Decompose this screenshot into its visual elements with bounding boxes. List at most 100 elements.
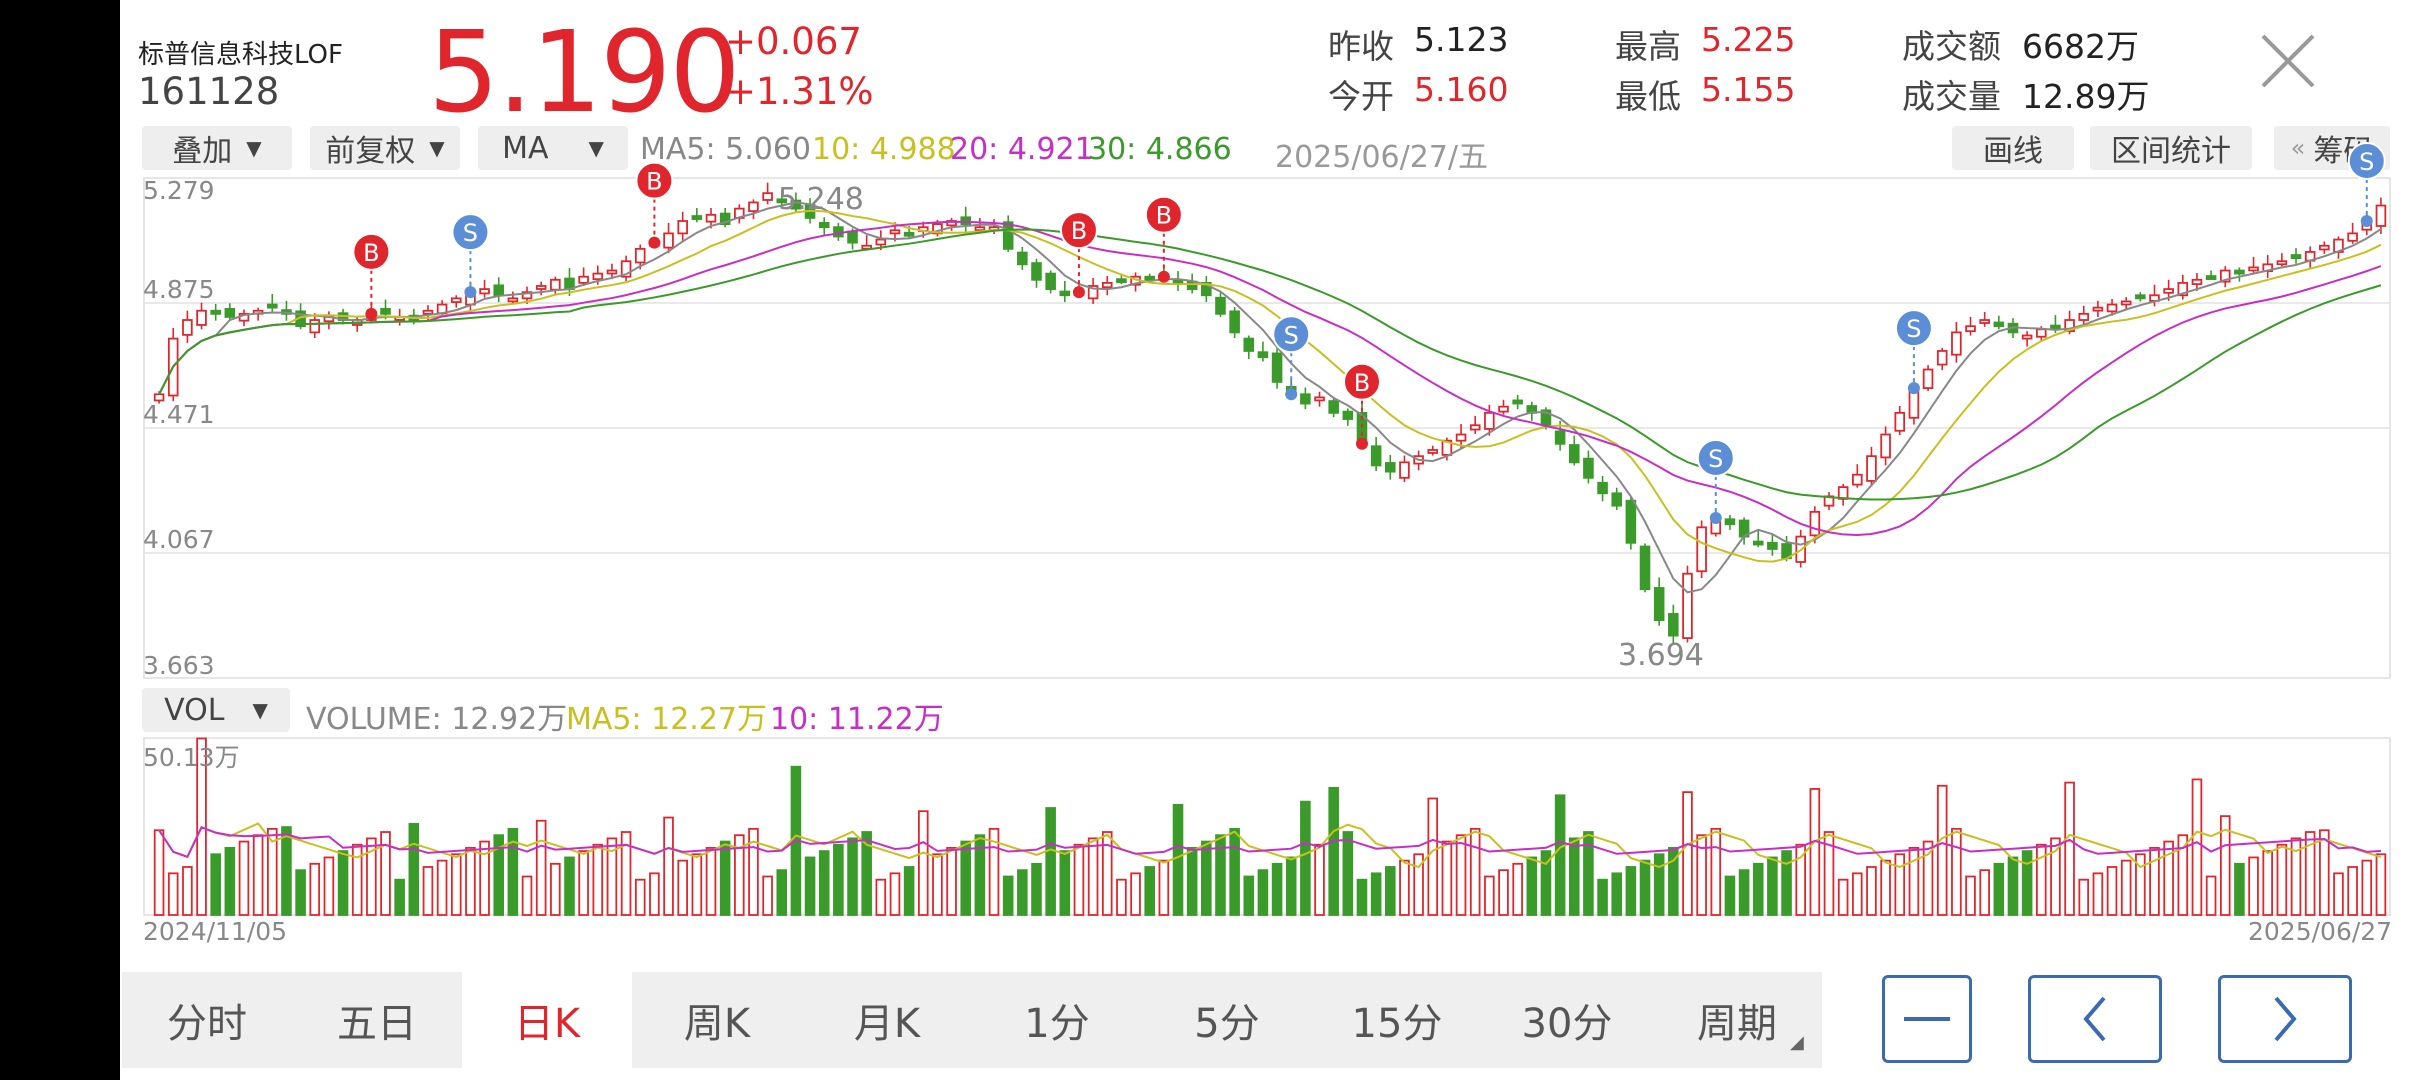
buy-signal-icon: [1342, 362, 1381, 401]
sell-signal-icon: [1272, 315, 1311, 354]
tab-15min[interactable]: 15分: [1351, 1001, 1443, 1047]
volume-bar: [988, 827, 1000, 916]
volume-bar: [2078, 878, 2090, 916]
y-tick-label: 5.279: [143, 176, 215, 205]
quote-value: 6682万: [2022, 27, 2139, 66]
volume-bar: [394, 878, 405, 916]
tab-intraday[interactable]: 分时: [167, 1001, 247, 1047]
volume-bar: [153, 829, 165, 916]
volume-bar: [493, 834, 505, 916]
volume-bar: [1668, 847, 1679, 916]
draw-line-button[interactable]: 画线: [1952, 126, 2074, 170]
volume-indicator-dropdown[interactable]: VOL ▼: [142, 688, 290, 732]
volume-bar: [1455, 834, 1467, 916]
volume-bar: [210, 853, 221, 916]
volume-bar: [1611, 872, 1623, 916]
close-icon[interactable]: [2255, 28, 2321, 94]
candle-body: [1172, 279, 1184, 285]
volume-bar: [1979, 869, 1990, 916]
previous-button[interactable]: [2028, 975, 2162, 1063]
candle-body: [1965, 325, 1976, 333]
candle-body: [2248, 266, 2259, 272]
volume-max-label: 50.13万: [143, 743, 240, 772]
volume-bar: [2135, 853, 2146, 916]
tab-30min[interactable]: 30分: [1521, 1001, 1613, 1047]
volume-bar: [620, 831, 632, 916]
candle-body: [2177, 281, 2189, 297]
candle-body: [705, 213, 717, 223]
tab-five-day[interactable]: 五日: [337, 1001, 417, 1047]
volume-bar: [1696, 834, 1707, 916]
volume-bar: [946, 847, 957, 916]
chevron-left-icon: [2083, 996, 2106, 1042]
volume-bar: [1257, 869, 1269, 916]
zoom-out-button[interactable]: [1882, 975, 1972, 1063]
candle-body: [2191, 278, 2203, 286]
tab-weekly-k[interactable]: 周K: [683, 1001, 751, 1047]
volume-bar: [2021, 850, 2033, 916]
volume-bar: [1158, 859, 1170, 916]
candle-body: [2021, 334, 2033, 340]
candle-body: [2290, 254, 2302, 260]
candle-body: [2375, 204, 2387, 227]
left-screen-edge: [0, 0, 120, 1080]
candle-body: [2276, 260, 2288, 266]
volume-bar: [1512, 862, 1523, 916]
volume-bar: [1795, 843, 1806, 916]
current-price: 5.190: [428, 8, 741, 138]
candle-body: [1370, 445, 1382, 467]
signal-dot: [1355, 437, 1368, 450]
tab-5min[interactable]: 5分: [1194, 1001, 1260, 1047]
candle-body: [182, 319, 193, 336]
volume-bar: [2262, 850, 2273, 916]
candle-body: [422, 309, 434, 315]
candle-body: [719, 212, 731, 226]
volume-value: VOLUME: 12.92万: [306, 702, 568, 737]
candle-body: [1101, 281, 1113, 289]
candle-body: [1342, 410, 1354, 420]
volume-bar: [804, 856, 816, 916]
range-stats-button[interactable]: 区间统计: [2090, 126, 2252, 170]
volume-bar: [1682, 791, 1693, 916]
volume-bar: [1385, 866, 1396, 916]
candle-body: [663, 232, 674, 249]
volume-ma10-line: [158, 825, 2381, 859]
tab-daily-k[interactable]: 日K: [462, 972, 632, 1068]
candle-body: [1894, 411, 1906, 432]
volume-bar: [833, 843, 844, 916]
tab-1min[interactable]: 1分: [1024, 1001, 1090, 1047]
volume-bar: [1767, 856, 1778, 916]
candle-body: [762, 192, 773, 201]
volume-bar: [1399, 859, 1410, 916]
chevron-left-icon: «: [2290, 134, 2306, 162]
candle-body: [2234, 269, 2245, 275]
tab-period[interactable]: 周期: [1697, 1001, 1777, 1047]
volume-bar: [1993, 862, 2005, 916]
signal-dot: [1907, 382, 1920, 395]
adjust-dropdown[interactable]: 前复权 ▼: [310, 126, 460, 170]
volume-bar: [691, 853, 703, 916]
volume-bar: [507, 827, 519, 916]
signal-label: B: [1156, 202, 1172, 230]
volume-bar: [267, 827, 278, 916]
volume-bar: [1045, 807, 1056, 916]
candle-body: [1936, 350, 1948, 366]
indicator-dropdown[interactable]: MA ▼: [478, 126, 628, 170]
volume-bar: [1130, 872, 1141, 916]
dropdown-arrow-icon: ▼: [252, 698, 268, 722]
candle-body: [1271, 352, 1283, 383]
next-button[interactable]: [2218, 975, 2352, 1063]
candle-body: [691, 215, 703, 220]
tab-monthly-k[interactable]: 月K: [853, 1001, 921, 1047]
candle-body: [210, 309, 221, 315]
overlay-dropdown[interactable]: 叠加 ▼: [142, 126, 292, 170]
candle-body: [2347, 232, 2358, 242]
volume-bar: [2375, 853, 2387, 916]
volume-bar: [1002, 875, 1014, 916]
candle-body: [833, 226, 844, 238]
candle-body: [1668, 613, 1679, 637]
candle-body: [1880, 433, 1891, 459]
volume-indicator-label: VOL: [164, 692, 225, 728]
candle-body: [1951, 331, 1962, 356]
